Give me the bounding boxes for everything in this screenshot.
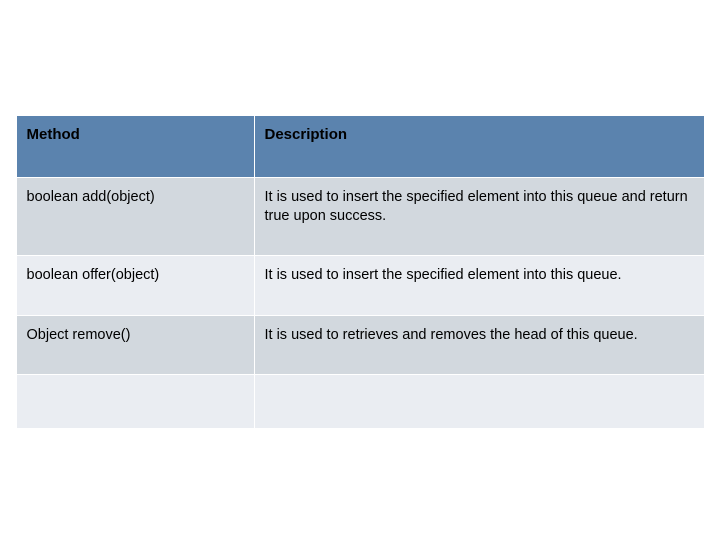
cell-method: boolean add(object) [16, 178, 254, 256]
table-header-row: Method Description [16, 116, 704, 178]
cell-method: Object remove() [16, 315, 254, 375]
cell-description: It is used to retrieves and removes the … [254, 315, 704, 375]
table-row: boolean add(object) It is used to insert… [16, 178, 704, 256]
methods-table: Method Description boolean add(object) I… [16, 115, 705, 429]
cell-description: It is used to insert the specified eleme… [254, 256, 704, 316]
cell-empty [16, 375, 254, 429]
cell-empty [254, 375, 704, 429]
cell-description: It is used to insert the specified eleme… [254, 178, 704, 256]
col-header-method: Method [16, 116, 254, 178]
col-header-description: Description [254, 116, 704, 178]
table-row-empty [16, 375, 704, 429]
table-row: boolean offer(object) It is used to inse… [16, 256, 704, 316]
table-row: Object remove() It is used to retrieves … [16, 315, 704, 375]
cell-method: boolean offer(object) [16, 256, 254, 316]
